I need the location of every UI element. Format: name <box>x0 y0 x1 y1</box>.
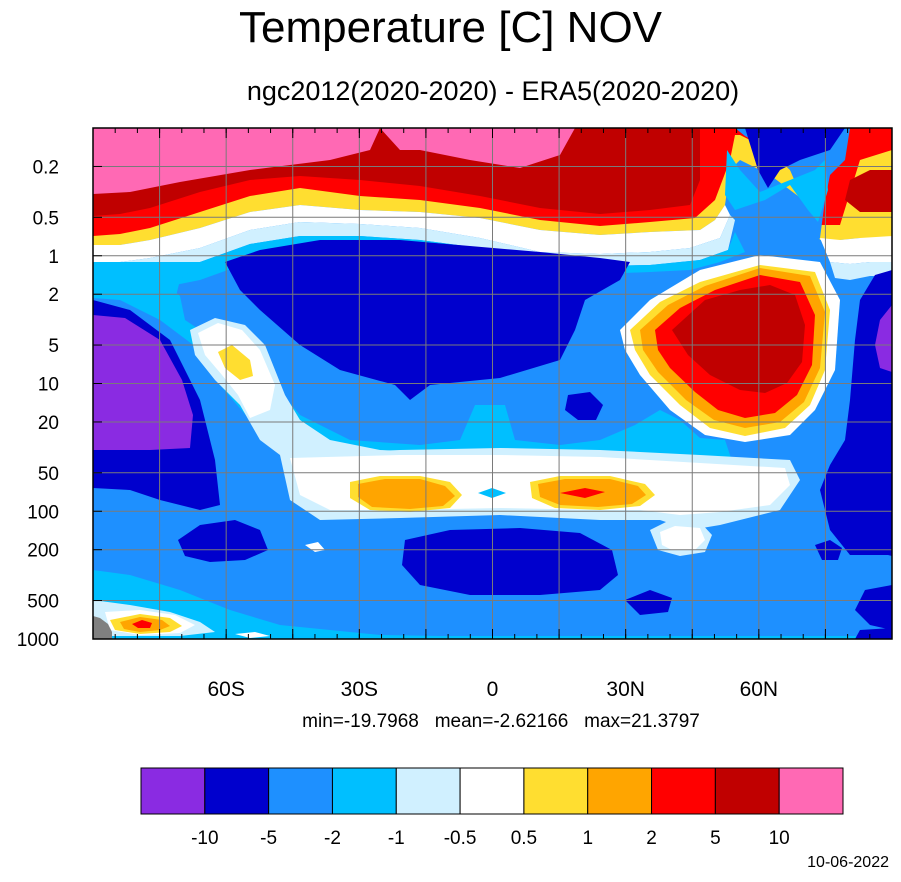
field-nh-darkred <box>672 285 805 393</box>
y-tick-label: 100 <box>27 502 59 523</box>
field-right-band-white <box>820 236 892 264</box>
y-tick-label: 2 <box>48 285 59 306</box>
field-band-cyan <box>93 232 745 292</box>
y-tick-label: 200 <box>27 541 59 562</box>
chart-title: Temperature [C] NOV <box>238 3 663 52</box>
colorbar-swatch <box>140 767 206 815</box>
colorbar-swatch <box>651 767 716 815</box>
colorbar-swatch <box>331 767 397 815</box>
y-tick-label: 500 <box>27 592 59 613</box>
x-tick-label: 0 <box>487 678 499 701</box>
y-tick-label: 20 <box>38 413 59 434</box>
field-surface-terrain <box>93 616 112 639</box>
field-nh-lower-white-core <box>660 526 705 550</box>
colorbar-swatch <box>714 767 780 815</box>
field-sh-darkblue-lower <box>178 520 268 562</box>
field-right-darkblue <box>820 270 892 555</box>
colorbar-labels: -10 -5 -2 -1 -0.5 0.5 1 2 5 10 <box>191 828 790 849</box>
grid-lines <box>93 128 892 639</box>
field-upper-pink <box>93 128 575 194</box>
x-tick-label: 60N <box>740 678 779 701</box>
colorbar <box>140 767 844 815</box>
colorbar-swatch <box>204 767 270 815</box>
colorbar-label: 1 <box>582 828 593 849</box>
y-tick-label: 5 <box>48 336 59 357</box>
colorbar-label: -10 <box>191 828 218 849</box>
y-tick-label: 0.5 <box>33 208 59 229</box>
field-darkblue-small-lower <box>625 590 672 615</box>
colorbar-swatch <box>587 767 653 815</box>
field-left-lightblue-upper <box>93 262 200 300</box>
field-trop-darkblue-lower <box>402 528 618 595</box>
axis-ticks <box>93 128 871 640</box>
colorbar-label: 10 <box>769 828 790 849</box>
colorbar-label: 2 <box>646 828 657 849</box>
field-sh-yellow-blob <box>218 345 253 380</box>
colorbar-label: 5 <box>710 828 721 849</box>
y-tick-label: 10 <box>38 375 59 396</box>
x-tick-label: 30N <box>606 678 645 701</box>
field-top-right-blue <box>735 128 850 240</box>
field-band-white <box>93 205 730 262</box>
stats-summary: min=-19.7968 mean=-2.62166 max=21.3797 <box>302 711 700 732</box>
y-tick-label: 50 <box>38 464 59 485</box>
field-tropo-red <box>560 488 605 498</box>
field-left-purple <box>93 315 193 450</box>
x-tick-label: 60S <box>207 678 244 701</box>
field-right-purple <box>875 305 892 372</box>
field-surface-right-darkblue <box>855 628 892 639</box>
field-upper-pink-mid <box>380 128 470 150</box>
field-top-right-lightblue <box>725 150 828 222</box>
chart-subtitle: ngc2012(2020-2020) - ERA5(2020-2020) <box>246 76 740 106</box>
x-axis-labels: 60S 30S 0 30N 60N <box>207 678 778 701</box>
plot-date: 10-06-2022 <box>807 854 889 871</box>
colorbar-label: -0.5 <box>444 828 477 849</box>
field-right-lower-darkblue <box>855 535 892 630</box>
colorbar-label: -5 <box>260 828 277 849</box>
y-axis-labels: 0.2 0.5 1 2 5 10 20 50 100 200 500 1000 <box>17 157 59 651</box>
field-central-darkblue <box>225 240 630 400</box>
y-tick-label: 1000 <box>17 630 59 651</box>
x-tick-label: 30S <box>341 678 378 701</box>
colorbar-swatch <box>523 767 589 815</box>
field-upper-warm-darkred-right <box>845 170 892 212</box>
field-surface-small-white <box>235 632 270 638</box>
y-tick-label: 1 <box>48 247 59 268</box>
field-tropo-orange-left <box>358 479 455 509</box>
field-darkblue-blob-mid <box>565 392 603 420</box>
colorbar-label: -2 <box>324 828 341 849</box>
colorbar-swatch <box>268 767 333 815</box>
colorbar-swatch <box>395 767 461 815</box>
field-surface-left-red <box>132 620 152 628</box>
colorbar-label: 0.5 <box>511 828 537 849</box>
colorbar-swatch <box>778 767 844 815</box>
field-top-right-darkblue <box>745 128 845 188</box>
colorbar-label: -1 <box>388 828 405 849</box>
colorbar-swatch <box>459 767 525 815</box>
y-tick-label: 0.2 <box>33 157 59 178</box>
